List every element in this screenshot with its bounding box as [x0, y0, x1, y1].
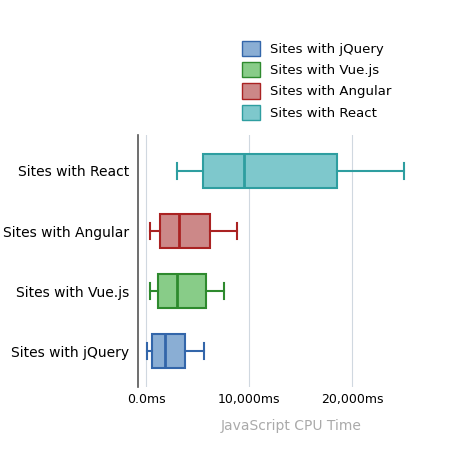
Bar — [203, 154, 337, 188]
Bar — [158, 274, 206, 308]
Bar — [152, 334, 185, 368]
Legend: Sites with jQuery, Sites with Vue.js, Sites with Angular, Sites with React: Sites with jQuery, Sites with Vue.js, Si… — [236, 36, 396, 125]
Bar — [160, 214, 210, 248]
X-axis label: JavaScript CPU Time: JavaScript CPU Time — [221, 419, 362, 433]
